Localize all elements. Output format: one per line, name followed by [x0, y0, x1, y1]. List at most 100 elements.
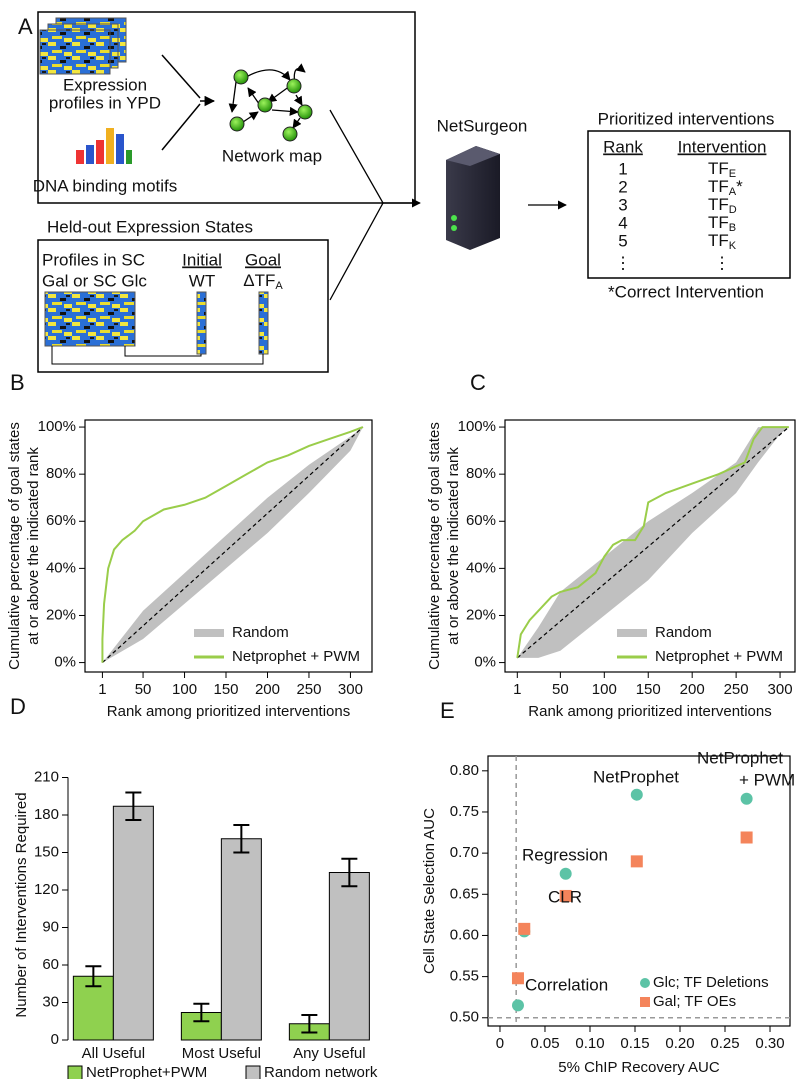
annotation: NetProphet [593, 767, 679, 786]
panel-label: B [10, 370, 25, 395]
x-tick-label: 0.25 [710, 1035, 739, 1052]
point [559, 867, 572, 880]
y-tick-label: 20% [46, 606, 76, 623]
heatmap [258, 291, 269, 355]
intervention: TFD [708, 195, 737, 215]
panel-label: E [440, 698, 455, 723]
label: Profiles in SC [42, 250, 145, 269]
motif-logo [76, 128, 132, 164]
header: Intervention [678, 137, 767, 156]
output-box [587, 130, 791, 279]
error-bar [193, 1002, 210, 1023]
x-tick-label: 0.15 [620, 1035, 649, 1052]
diagonal [102, 426, 364, 664]
header: Rank [603, 137, 643, 156]
bar [328, 872, 370, 1041]
box-title: Held-out Expression States [47, 217, 253, 236]
subscript: A [729, 186, 737, 198]
annotation: CLR [548, 887, 582, 906]
label: WT [189, 271, 215, 290]
legend-label: Random [655, 624, 712, 641]
y-tick-label: 0.80 [450, 762, 479, 779]
legend-label: Gal; TF OEs [653, 993, 736, 1010]
y-tick-label: 40% [466, 559, 496, 576]
error-bar [301, 1014, 318, 1034]
legend-label: Random [232, 624, 289, 641]
y-tick-label: 60 [42, 956, 59, 973]
heldout-box [37, 239, 329, 373]
x-axis-label: Rank among prioritized interventions [528, 703, 771, 720]
label: TF [708, 159, 729, 178]
x-tick-label: 50 [552, 681, 569, 698]
rank: 2 [618, 177, 627, 196]
y-tick-label: 30 [42, 993, 59, 1010]
label: TF [708, 195, 729, 214]
y-tick-label: 210 [34, 768, 59, 785]
y-tick-label: 80% [46, 465, 76, 482]
y-axis-label: at or above the indicated rank [445, 447, 462, 645]
y-tick-label: 180 [34, 806, 59, 823]
x-tick-label: All Useful [82, 1045, 145, 1062]
legend-label: Glc; TF Deletions [653, 974, 769, 991]
y-axis-label: Number of Interventions Required [13, 792, 30, 1017]
x-tick-label: 200 [680, 681, 705, 698]
x-axis-label: Rank among prioritized interventions [107, 703, 350, 720]
y-tick-label: 0.55 [450, 968, 479, 985]
annotation: + PWM [739, 770, 795, 789]
intervention: ⋮ [714, 253, 731, 272]
label: Gal or SC Glc [42, 271, 147, 290]
heatmap [196, 291, 207, 355]
point [630, 788, 643, 801]
point [518, 922, 531, 935]
tool-name: NetSurgeon [437, 116, 528, 135]
legend-label: Random network [264, 1064, 378, 1079]
x-tick-label: 200 [255, 681, 280, 698]
panel-label: D [10, 694, 26, 719]
bar [112, 805, 154, 1041]
y-tick-label: 0.65 [450, 885, 479, 902]
rank: 1 [618, 159, 627, 178]
label: profiles in YPD [49, 93, 161, 112]
point [559, 889, 572, 902]
x-tick-label: Most Useful [182, 1045, 261, 1062]
arrow [161, 54, 201, 99]
annotation: Correlation [525, 975, 608, 994]
y-tick-label: 0.50 [450, 1009, 479, 1026]
diagonal [516, 426, 790, 659]
label: ΔTFA [243, 271, 283, 291]
bar [220, 838, 262, 1041]
y-tick-label: 90 [42, 918, 59, 935]
point [740, 831, 753, 844]
label: * [736, 177, 743, 196]
x-tick-label: 0.05 [530, 1035, 559, 1052]
label: Initial [182, 250, 222, 269]
label: TF [708, 177, 729, 196]
subscript: D [729, 204, 737, 216]
label: Expression [63, 75, 147, 94]
heatmap [39, 29, 111, 75]
subscript: E [729, 168, 736, 180]
y-tick-label: 0% [54, 654, 76, 671]
y-tick-label: 40% [46, 559, 76, 576]
connector [51, 346, 264, 365]
rank: 3 [618, 195, 627, 214]
x-tick-label: 300 [338, 681, 363, 698]
label: Goal [245, 250, 281, 269]
plot-frame [487, 755, 791, 1027]
rank: ⋮ [615, 253, 632, 272]
y-tick-label: 0.60 [450, 926, 479, 943]
point [740, 792, 753, 805]
label: DNA binding motifs [33, 176, 178, 195]
error-bar [125, 791, 142, 821]
x-tick-label: 0.30 [755, 1035, 784, 1052]
x-tick-label: 100 [172, 681, 197, 698]
intervention: TFB [708, 213, 736, 233]
error-bar [233, 824, 250, 854]
plot-frame [504, 419, 796, 673]
y-tick-label: 0% [474, 654, 496, 671]
subscript: A [275, 280, 283, 292]
intervention: TFE [708, 159, 736, 179]
